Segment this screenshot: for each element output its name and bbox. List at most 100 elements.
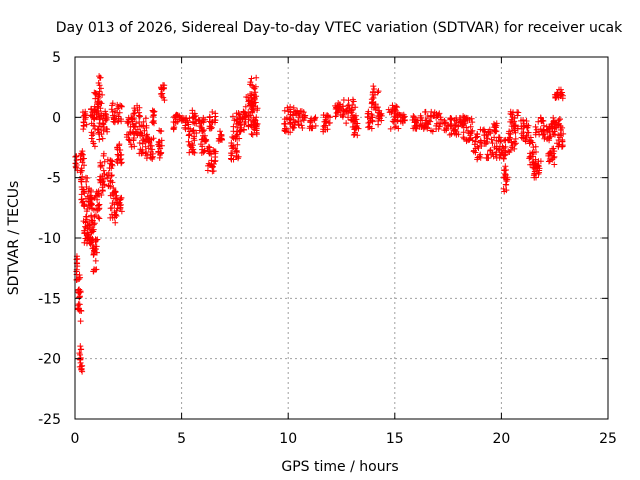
data-point bbox=[140, 123, 147, 130]
data-point bbox=[97, 85, 104, 92]
data-point bbox=[532, 123, 539, 130]
data-point bbox=[107, 205, 114, 212]
data-point bbox=[531, 168, 538, 175]
data-point bbox=[233, 148, 240, 155]
data-point bbox=[429, 128, 436, 135]
data-point bbox=[234, 149, 241, 156]
data-point bbox=[546, 134, 553, 141]
data-point bbox=[190, 127, 197, 134]
data-point bbox=[501, 147, 508, 154]
axis-ticks bbox=[74, 56, 609, 420]
data-point bbox=[114, 144, 121, 151]
data-point bbox=[184, 119, 191, 126]
data-point bbox=[423, 117, 430, 124]
data-point bbox=[493, 155, 500, 162]
data-point bbox=[527, 134, 534, 141]
data-point bbox=[212, 110, 219, 117]
data-point bbox=[170, 118, 177, 125]
data-point bbox=[113, 207, 120, 214]
data-point bbox=[73, 268, 80, 275]
chart-title: Day 013 of 2026, Sidereal Day-to-day VTE… bbox=[56, 20, 623, 36]
data-point bbox=[76, 272, 83, 279]
data-point bbox=[447, 115, 454, 122]
data-point bbox=[413, 119, 420, 126]
data-point bbox=[100, 167, 107, 174]
data-point bbox=[290, 108, 297, 115]
data-point bbox=[77, 343, 84, 350]
data-point bbox=[493, 128, 500, 135]
x-tick-label: 5 bbox=[177, 431, 186, 447]
data-point bbox=[546, 150, 553, 157]
data-point bbox=[125, 119, 132, 126]
data-point bbox=[192, 116, 199, 123]
data-point bbox=[477, 137, 484, 144]
data-point bbox=[88, 213, 95, 220]
data-point bbox=[156, 138, 163, 145]
data-point bbox=[553, 140, 560, 147]
data-point bbox=[370, 94, 377, 101]
data-point bbox=[76, 301, 83, 308]
y-tick-label: -20 bbox=[38, 352, 61, 368]
data-point bbox=[364, 113, 371, 120]
data-point bbox=[515, 109, 522, 116]
data-point bbox=[524, 124, 531, 131]
data-point bbox=[201, 148, 208, 155]
x-tick-label: 20 bbox=[492, 431, 510, 447]
data-point bbox=[249, 101, 256, 108]
data-point bbox=[525, 129, 532, 136]
data-point bbox=[487, 147, 494, 154]
data-point bbox=[287, 103, 294, 110]
data-point bbox=[102, 108, 109, 115]
data-point bbox=[249, 131, 256, 138]
data-point bbox=[355, 125, 362, 132]
data-point bbox=[340, 97, 347, 104]
data-point bbox=[289, 123, 296, 130]
data-point bbox=[324, 126, 331, 133]
data-point bbox=[199, 118, 206, 125]
data-point bbox=[209, 118, 216, 125]
data-point bbox=[90, 228, 97, 235]
data-point bbox=[155, 141, 162, 148]
data-point bbox=[209, 163, 216, 170]
data-point bbox=[112, 219, 119, 226]
data-point bbox=[88, 227, 95, 234]
data-point bbox=[370, 104, 377, 111]
data-point bbox=[481, 132, 488, 139]
data-point bbox=[109, 109, 116, 116]
data-point bbox=[117, 196, 124, 203]
data-point bbox=[560, 130, 567, 137]
data-point bbox=[520, 135, 527, 142]
data-point bbox=[185, 138, 192, 145]
data-point bbox=[95, 94, 102, 101]
data-point bbox=[511, 123, 518, 130]
data-point bbox=[185, 132, 192, 139]
data-point bbox=[170, 125, 177, 132]
data-point bbox=[96, 131, 103, 138]
data-point bbox=[79, 159, 86, 166]
data-point bbox=[96, 215, 103, 222]
data-point bbox=[399, 118, 406, 125]
data-point bbox=[110, 118, 117, 125]
data-point bbox=[410, 112, 417, 119]
data-point bbox=[76, 356, 83, 363]
data-point bbox=[128, 143, 135, 150]
data-point bbox=[387, 109, 394, 116]
data-point bbox=[485, 129, 492, 136]
data-point bbox=[343, 120, 350, 127]
data-point bbox=[477, 151, 484, 158]
data-point bbox=[88, 113, 95, 120]
data-point bbox=[248, 130, 255, 137]
data-point bbox=[96, 82, 103, 89]
data-point bbox=[237, 127, 244, 134]
data-point bbox=[549, 128, 556, 135]
y-tick-label: -25 bbox=[38, 412, 61, 428]
data-point bbox=[345, 114, 352, 121]
data-point bbox=[410, 125, 417, 132]
data-point bbox=[467, 135, 474, 142]
y-tick-label: -5 bbox=[47, 171, 61, 187]
data-point bbox=[88, 105, 95, 112]
data-point bbox=[98, 100, 105, 107]
data-point bbox=[100, 152, 107, 159]
data-point bbox=[94, 193, 101, 200]
data-point bbox=[508, 116, 515, 123]
